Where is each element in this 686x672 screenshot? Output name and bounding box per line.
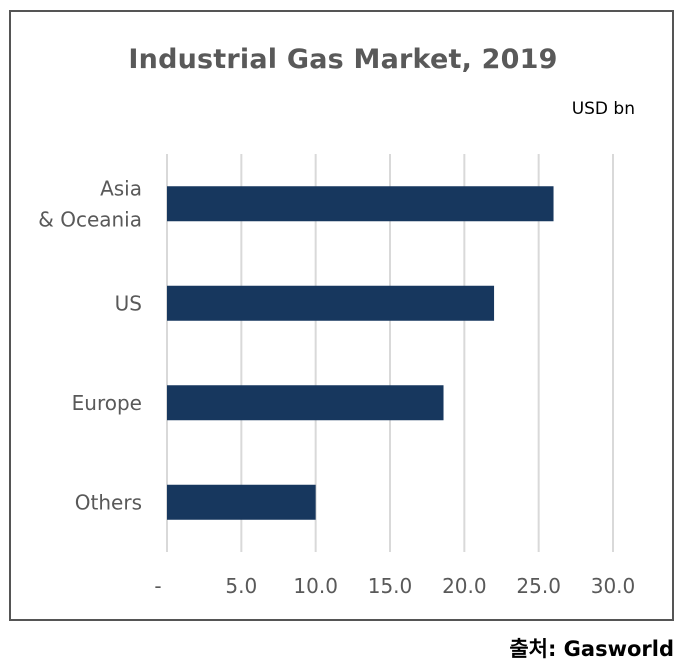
- category-label: Asia: [100, 176, 142, 200]
- x-tick-label: 10.0: [293, 574, 338, 598]
- bars: [167, 186, 554, 520]
- category-labels: Asia & Oceania US Europe Others: [38, 176, 142, 514]
- bar: [167, 385, 444, 421]
- bar: [167, 285, 495, 321]
- x-tick-label: 30.0: [591, 574, 636, 598]
- category-label: Others: [75, 490, 142, 514]
- bar: [167, 186, 554, 222]
- x-tick-label: -: [154, 574, 161, 598]
- x-tick-label: 5.0: [225, 574, 257, 598]
- chart-title: Industrial Gas Market, 2019: [128, 44, 558, 75]
- bar: [167, 484, 316, 520]
- x-tick-label: 15.0: [368, 574, 413, 598]
- category-label: Europe: [72, 391, 142, 415]
- x-tick-label: 20.0: [442, 574, 487, 598]
- category-label: US: [115, 291, 142, 315]
- x-tick-label: 25.0: [516, 574, 561, 598]
- category-label: & Oceania: [38, 207, 142, 231]
- unit-label: USD bn: [571, 99, 635, 119]
- x-tick-labels: - 5.0 10.0 15.0 20.0 25.0 30.0: [154, 574, 635, 598]
- source-credit: 출처: Gasworld: [509, 637, 674, 661]
